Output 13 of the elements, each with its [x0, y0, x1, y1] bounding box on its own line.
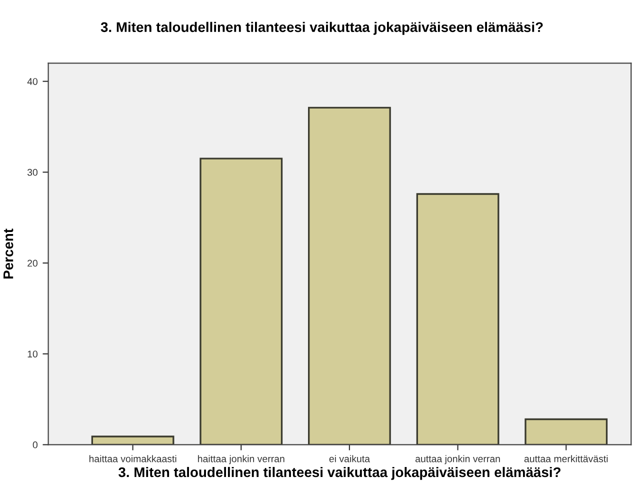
- y-tick-label: 40: [27, 78, 38, 85]
- y-tick-label: 10: [28, 350, 38, 358]
- y-axis-title: Percent: [4, 228, 14, 278]
- x-tick-label: haittaa voimakkaasti: [89, 455, 176, 462]
- chart-title: 3. Miten taloudellinen tilanteesi vaikuttaa jokapäiväiseen elämääsi?: [100, 22, 543, 35]
- x-tick-label: ei vaikuta: [329, 455, 370, 462]
- y-tick-label: 30: [27, 168, 38, 176]
- x-tick-label: haittaa jonkin verran: [198, 455, 284, 464]
- x-axis-title: 3. Miten taloudellinen tilanteesi vaikuttaa jokapäiväiseen elämääsi?: [118, 466, 560, 480]
- x-tick-label: auttaa jonkin verran: [416, 455, 500, 464]
- x-tick-label: auttaa merkittävästi: [524, 455, 608, 462]
- y-tick-label: 20: [28, 260, 38, 267]
- y-tick-label: 0: [32, 441, 38, 448]
